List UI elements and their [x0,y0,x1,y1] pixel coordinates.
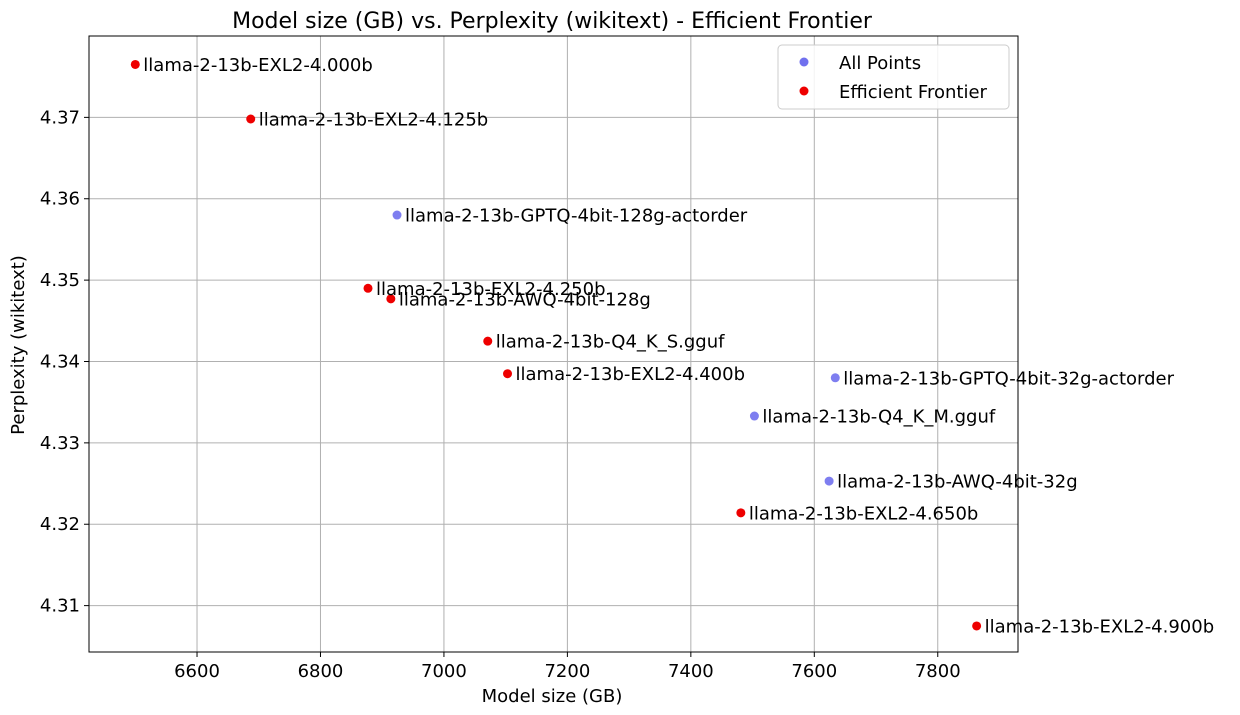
x-tick-label: 7000 [421,661,467,682]
point-label: llama-2-13b-Q4_K_M.gguf [762,407,995,428]
x-tick-label: 7200 [544,661,590,682]
point-label: llama-2-13b-EXL2-4.000b [143,55,373,76]
y-tick-label: 4.32 [40,514,80,535]
x-tick-label: 6800 [298,661,344,682]
data-point [830,373,840,383]
point-label: llama-2-13b-EXL2-4.250b [376,279,606,300]
x-tick-label: 7400 [668,661,714,682]
point-label: llama-2-13b-EXL2-4.900b [985,616,1215,637]
y-tick-label: 4.37 [40,107,80,128]
legend-marker-efficient-frontier [799,86,809,96]
point-label: llama-2-13b-GPTQ-4bit-32g-actorder [843,368,1174,389]
legend-label-efficient-frontier: Efficient Frontier [839,82,988,103]
x-tick-label: 7600 [791,661,837,682]
data-point [972,621,982,631]
y-tick-label: 4.34 [40,351,80,372]
grid [89,36,1018,652]
data-points [130,59,982,631]
legend-box [777,44,1010,110]
point-label: llama-2-13b-AWQ-4bit-128g [399,289,651,310]
y-axis: 4.31 4.32 4.33 4.34 4.35 4.36 4.37 [40,107,89,617]
data-point [246,114,256,124]
data-point [824,476,834,486]
point-labels: llama-2-13b-GPTQ-4bit-128g-actorder llama… [143,55,1214,637]
data-point [386,294,396,304]
data-point [363,283,373,293]
data-point [130,59,140,69]
legend-marker-all-points [799,57,809,67]
y-tick-label: 4.33 [40,433,80,454]
y-tick-label: 4.36 [40,189,80,210]
y-axis-label: Perplexity (wikitext) [8,255,29,435]
x-axis-label: Model size (GB) [482,686,623,707]
legend: All Points Efficient Frontier [777,44,1010,110]
y-tick-label: 4.31 [40,596,80,617]
point-label: llama-2-13b-GPTQ-4bit-128g-actorder [405,206,748,227]
point-label: llama-2-13b-EXL2-4.125b [259,110,489,131]
point-label: llama-2-13b-Q4_K_S.gguf [496,332,725,353]
point-label: llama-2-13b-AWQ-4bit-32g [837,472,1078,493]
legend-label-all-points: All Points [839,53,921,74]
data-point [392,210,402,220]
x-tick-label: 7800 [915,661,961,682]
data-point [749,411,759,421]
data-point [736,508,746,518]
x-tick-label: 6600 [174,661,220,682]
y-tick-label: 4.35 [40,270,80,291]
plot-area [88,35,1019,653]
data-point [483,336,493,346]
data-point [503,369,513,379]
x-axis: 6600 6800 7000 7200 7400 7600 7800 [174,652,961,682]
point-label: llama-2-13b-EXL2-4.400b [516,364,746,385]
chart-title: Model size (GB) vs. Perplexity (wikitext… [232,9,873,34]
point-label: llama-2-13b-EXL2-4.650b [749,503,979,524]
